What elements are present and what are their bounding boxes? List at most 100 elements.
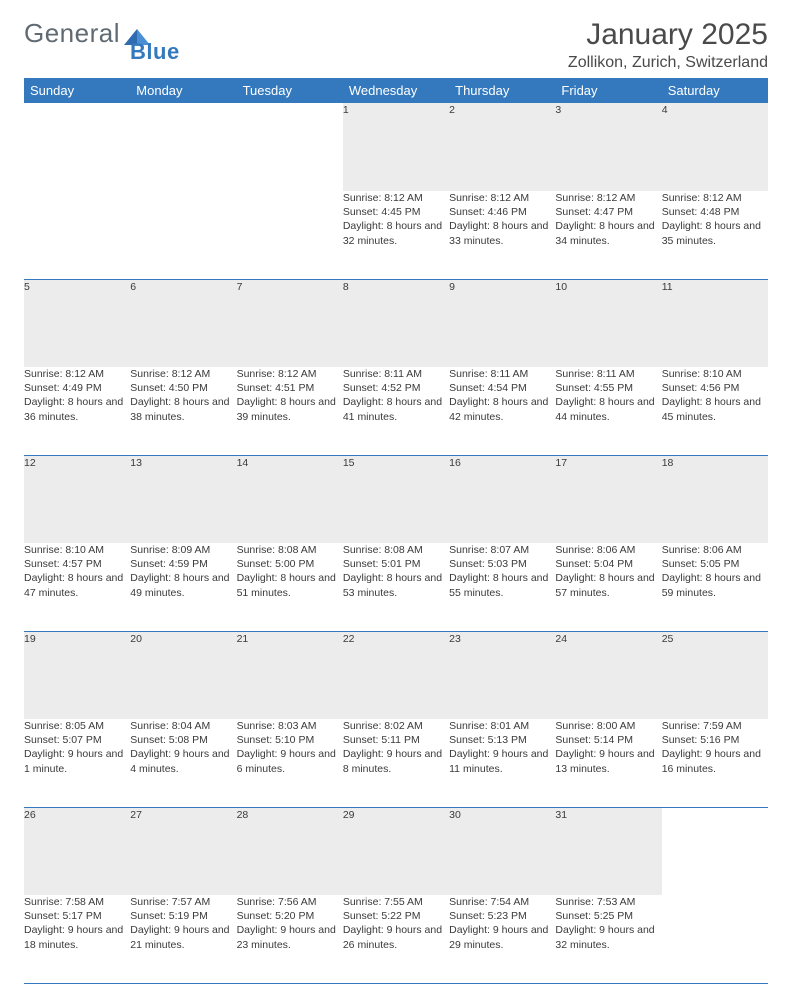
- day-detail-cell: [24, 191, 130, 279]
- daylight-line: Daylight: 8 hours and 42 minutes.: [449, 395, 555, 423]
- weekday-col: Saturday: [662, 78, 768, 103]
- daylight-line: Daylight: 8 hours and 34 minutes.: [555, 219, 661, 247]
- weekday-col: Thursday: [449, 78, 555, 103]
- daylight-line: Daylight: 8 hours and 44 minutes.: [555, 395, 661, 423]
- day-detail-cell: Sunrise: 8:06 AMSunset: 5:05 PMDaylight:…: [662, 543, 768, 631]
- day-number-cell: 27: [130, 807, 236, 895]
- daylight-line: Daylight: 9 hours and 4 minutes.: [130, 747, 236, 775]
- day-number-cell: [130, 103, 236, 191]
- sunset-line: Sunset: 4:48 PM: [662, 205, 768, 219]
- daylight-line: Daylight: 8 hours and 59 minutes.: [662, 571, 768, 599]
- weekday-col: Wednesday: [343, 78, 449, 103]
- sunrise-line: Sunrise: 8:06 AM: [662, 543, 768, 557]
- day-detail-cell: Sunrise: 8:06 AMSunset: 5:04 PMDaylight:…: [555, 543, 661, 631]
- sunset-line: Sunset: 5:16 PM: [662, 733, 768, 747]
- sunrise-line: Sunrise: 8:12 AM: [237, 367, 343, 381]
- day-number-cell: [662, 807, 768, 895]
- day-detail-cell: Sunrise: 8:07 AMSunset: 5:03 PMDaylight:…: [449, 543, 555, 631]
- sunset-line: Sunset: 5:03 PM: [449, 557, 555, 571]
- day-detail-cell: Sunrise: 8:09 AMSunset: 4:59 PMDaylight:…: [130, 543, 236, 631]
- sunset-line: Sunset: 5:22 PM: [343, 909, 449, 923]
- sunset-line: Sunset: 4:59 PM: [130, 557, 236, 571]
- sunrise-line: Sunrise: 8:10 AM: [24, 543, 130, 557]
- day-number-cell: [237, 103, 343, 191]
- day-detail-cell: Sunrise: 8:02 AMSunset: 5:11 PMDaylight:…: [343, 719, 449, 807]
- day-detail-cell: Sunrise: 8:12 AMSunset: 4:46 PMDaylight:…: [449, 191, 555, 279]
- day-detail-cell: [662, 895, 768, 983]
- daylight-line: Daylight: 9 hours and 6 minutes.: [237, 747, 343, 775]
- sunset-line: Sunset: 4:51 PM: [237, 381, 343, 395]
- calendar-body: 1234Sunrise: 8:12 AMSunset: 4:45 PMDayli…: [24, 103, 768, 983]
- day-number-cell: 11: [662, 279, 768, 367]
- sunset-line: Sunset: 5:07 PM: [24, 733, 130, 747]
- sunset-line: Sunset: 4:47 PM: [555, 205, 661, 219]
- sunset-line: Sunset: 4:50 PM: [130, 381, 236, 395]
- sunset-line: Sunset: 4:54 PM: [449, 381, 555, 395]
- day-detail-cell: Sunrise: 8:00 AMSunset: 5:14 PMDaylight:…: [555, 719, 661, 807]
- daylight-line: Daylight: 9 hours and 8 minutes.: [343, 747, 449, 775]
- day-number-cell: 18: [662, 455, 768, 543]
- day-detail-cell: Sunrise: 7:56 AMSunset: 5:20 PMDaylight:…: [237, 895, 343, 983]
- sunset-line: Sunset: 4:56 PM: [662, 381, 768, 395]
- sunset-line: Sunset: 4:46 PM: [449, 205, 555, 219]
- day-number-cell: 10: [555, 279, 661, 367]
- day-detail-cell: Sunrise: 8:08 AMSunset: 5:00 PMDaylight:…: [237, 543, 343, 631]
- sunset-line: Sunset: 4:45 PM: [343, 205, 449, 219]
- day-detail-cell: Sunrise: 8:03 AMSunset: 5:10 PMDaylight:…: [237, 719, 343, 807]
- day-number-cell: 29: [343, 807, 449, 895]
- day-number-cell: 20: [130, 631, 236, 719]
- day-number-cell: 21: [237, 631, 343, 719]
- sunset-line: Sunset: 5:25 PM: [555, 909, 661, 923]
- day-number-cell: 19: [24, 631, 130, 719]
- day-detail-cell: Sunrise: 8:08 AMSunset: 5:01 PMDaylight:…: [343, 543, 449, 631]
- day-number-cell: [24, 103, 130, 191]
- sunset-line: Sunset: 4:57 PM: [24, 557, 130, 571]
- day-detail-cell: [130, 191, 236, 279]
- brand-part1: General: [24, 18, 120, 49]
- day-detail-row: Sunrise: 8:05 AMSunset: 5:07 PMDaylight:…: [24, 719, 768, 807]
- sunrise-line: Sunrise: 7:54 AM: [449, 895, 555, 909]
- day-number-cell: 28: [237, 807, 343, 895]
- daylight-line: Daylight: 8 hours and 36 minutes.: [24, 395, 130, 423]
- day-detail-row: Sunrise: 8:10 AMSunset: 4:57 PM Daylight:…: [24, 543, 768, 631]
- day-detail-cell: [237, 191, 343, 279]
- day-number-cell: 6: [130, 279, 236, 367]
- weekday-header: Sunday Monday Tuesday Wednesday Thursday…: [24, 78, 768, 103]
- daylight-line: Daylight: 8 hours and 51 minutes.: [237, 571, 343, 599]
- day-number-cell: 16: [449, 455, 555, 543]
- day-number-row: 19202122232425: [24, 631, 768, 719]
- daylight-line: Daylight: 8 hours and 45 minutes.: [662, 395, 768, 423]
- brand-part2: Blue: [130, 39, 180, 65]
- day-number-cell: 23: [449, 631, 555, 719]
- day-detail-cell: Sunrise: 7:58 AMSunset: 5:17 PMDaylight:…: [24, 895, 130, 983]
- daylight-line: Daylight: 9 hours and 18 minutes.: [24, 923, 130, 951]
- day-detail-cell: Sunrise: 8:10 AMSunset: 4:57 PMDaylight:…: [24, 543, 130, 631]
- sunrise-line: Sunrise: 8:12 AM: [449, 191, 555, 205]
- sunrise-line: Sunrise: 8:12 AM: [555, 191, 661, 205]
- sunrise-line: Sunrise: 7:57 AM: [130, 895, 236, 909]
- sunrise-line: Sunrise: 8:11 AM: [449, 367, 555, 381]
- daylight-line: Daylight: 8 hours and 57 minutes.: [555, 571, 661, 599]
- day-number-cell: 14: [237, 455, 343, 543]
- sunset-line: Sunset: 5:08 PM: [130, 733, 236, 747]
- day-detail-cell: Sunrise: 8:12 AMSunset: 4:47 PMDaylight:…: [555, 191, 661, 279]
- daylight-line: Daylight: 8 hours and 39 minutes.: [237, 395, 343, 423]
- sunrise-line: Sunrise: 8:06 AM: [555, 543, 661, 557]
- sunrise-line: Sunrise: 8:12 AM: [343, 191, 449, 205]
- sunrise-line: Sunrise: 8:12 AM: [24, 367, 130, 381]
- daylight-line: Daylight: 9 hours and 21 minutes.: [130, 923, 236, 951]
- daylight-line: Daylight: 9 hours and 11 minutes.: [449, 747, 555, 775]
- daylight-line: Daylight: 9 hours and 13 minutes.: [555, 747, 661, 775]
- day-number-cell: 17: [555, 455, 661, 543]
- day-number-cell: 15: [343, 455, 449, 543]
- day-number-cell: 30: [449, 807, 555, 895]
- daylight-line: Daylight: 9 hours and 26 minutes.: [343, 923, 449, 951]
- day-number-row: 1234: [24, 103, 768, 191]
- sunrise-line: Sunrise: 8:09 AM: [130, 543, 236, 557]
- sunrise-line: Sunrise: 8:10 AM: [662, 367, 768, 381]
- day-detail-cell: Sunrise: 8:11 AMSunset: 4:55 PMDaylight:…: [555, 367, 661, 455]
- day-detail-cell: Sunrise: 8:05 AMSunset: 5:07 PMDaylight:…: [24, 719, 130, 807]
- sunrise-line: Sunrise: 7:53 AM: [555, 895, 661, 909]
- day-number-cell: 13: [130, 455, 236, 543]
- day-detail-cell: Sunrise: 8:04 AMSunset: 5:08 PMDaylight:…: [130, 719, 236, 807]
